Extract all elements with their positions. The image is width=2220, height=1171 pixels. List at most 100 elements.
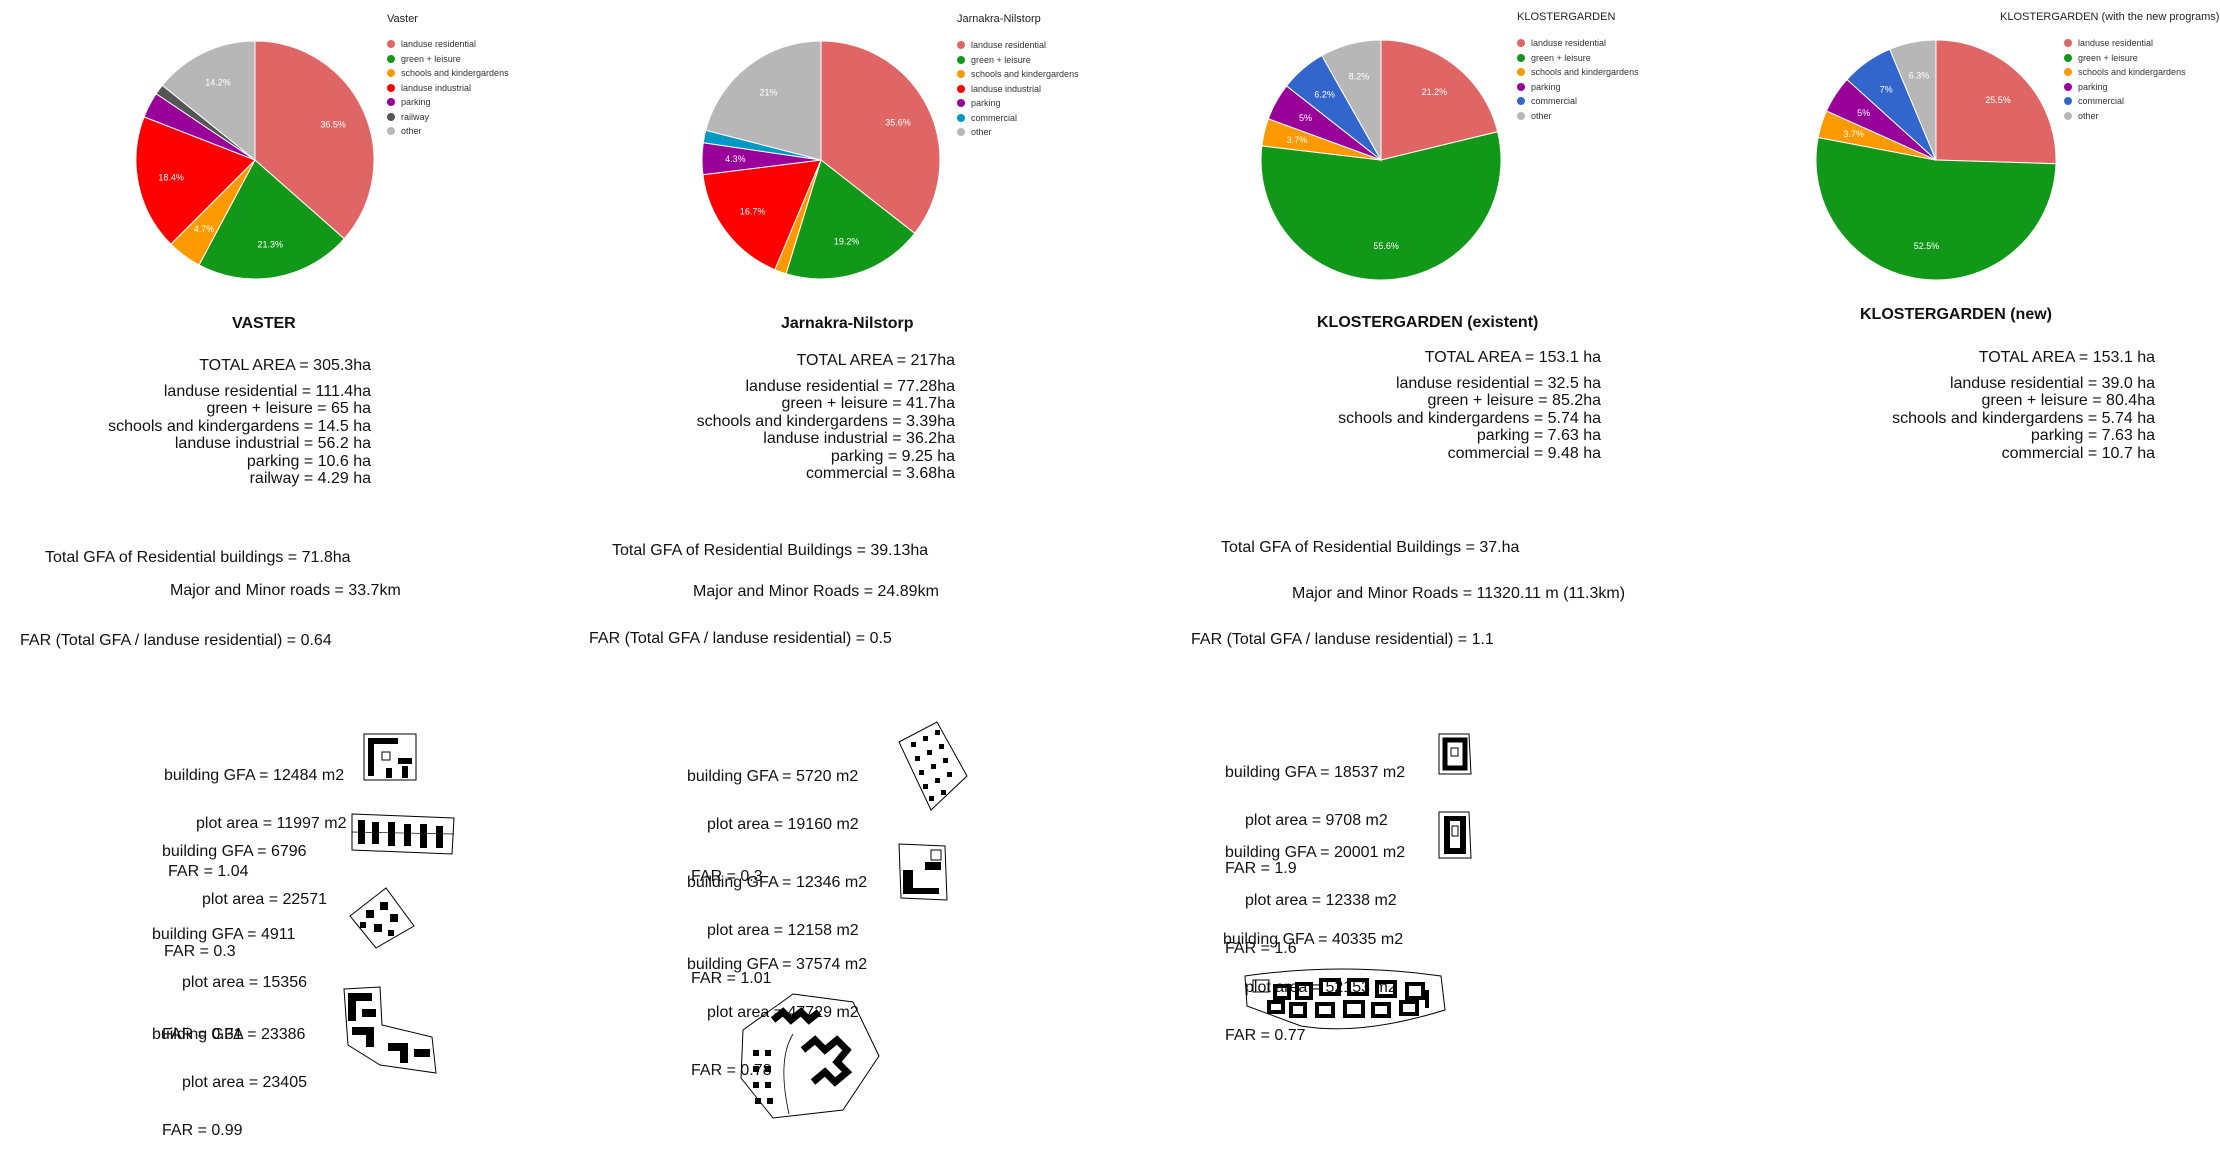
slice-label: 5% (1299, 113, 1312, 123)
slice-label: 3.7% (1287, 135, 1308, 145)
legend-label: landuse industrial (401, 83, 471, 93)
road-length: Major and Minor roads = 33.7km (170, 582, 401, 600)
panel-klostergarden-existent: 21.2% 55.6% 3.7% 5% 6.2% 8.2% KLOSTERGARDEN l… (1125, 0, 1680, 1123)
slice-label: 36.5% (320, 120, 346, 130)
legend-label: parking (1531, 82, 1561, 92)
legend-label: commercial (971, 113, 1017, 123)
legend-label: commercial (1531, 96, 1577, 106)
building-gfa: building GFA = 37574 m2 (687, 957, 867, 973)
slice-label: 7% (1880, 84, 1893, 94)
legend-item: commercial (1517, 94, 1639, 109)
legend-label: green + leisure (2078, 53, 2138, 63)
legend-label: commercial (2078, 96, 2124, 106)
stat-line: parking = 7.63 ha (1338, 427, 1601, 445)
stat-line: schools and kindergardens = 14.5 ha (108, 418, 371, 436)
legend-swatch (1517, 39, 1525, 47)
legend-label: landuse residential (401, 39, 476, 49)
slice-label: 21.2% (1422, 87, 1448, 97)
building-gfa: building GFA = 6796 (162, 844, 327, 860)
total-area: TOTAL AREA = 217ha (697, 352, 955, 370)
legend-swatch (1517, 112, 1525, 120)
legend-label: parking (2078, 82, 2108, 92)
building-gfa: building GFA = 20001 m2 (1225, 845, 1405, 861)
chart-legend: landuse residential green + leisure school… (2064, 36, 2186, 123)
chart-title: Vaster (387, 13, 418, 25)
legend-swatch (387, 84, 395, 92)
legend-item: parking (957, 96, 1079, 111)
legend-swatch (387, 113, 395, 121)
legend-swatch (957, 85, 965, 93)
legend-label: schools and kindergardens (1531, 67, 1639, 77)
building-gfa: building GFA = 18537 m2 (1225, 765, 1405, 781)
plot-area: plot area = 23405 (152, 1075, 307, 1091)
panel-heading: KLOSTERGARDEN (new) (1860, 306, 2052, 324)
stat-line: commercial = 3.68ha (697, 465, 955, 483)
plot-area: plot area = 15356 (152, 975, 307, 991)
legend-item: schools and kindergardens (957, 67, 1079, 82)
legend-swatch (387, 127, 395, 135)
building-gfa: building GFA = 4911 (152, 927, 307, 943)
legend-item: green + leisure (2064, 51, 2186, 66)
legend-item: commercial (2064, 94, 2186, 109)
legend-item: landuse residential (957, 38, 1079, 53)
stat-line: landuse residential = 77.28ha (697, 378, 955, 396)
legend-item: landuse industrial (957, 82, 1079, 97)
stat-line: railway = 4.29 ha (108, 470, 371, 488)
building-far: FAR = 0.99 (152, 1123, 307, 1139)
panel-vaster: 36.5% 21.3% 4.7% 18.4% 14.2% Vaster landuse … (0, 0, 555, 1123)
stat-line: landuse residential = 32.5 ha (1338, 375, 1601, 393)
legend-item: railway (387, 110, 509, 125)
road-length: Major and Minor Roads = 11320.11 m (11.3… (1292, 585, 1625, 603)
legend-label: parking (971, 98, 1001, 108)
legend-item: landuse industrial (387, 81, 509, 96)
legend-label: green + leisure (1531, 53, 1591, 63)
legend-swatch (2064, 112, 2072, 120)
legend-swatch (2064, 83, 2072, 91)
legend-item: green + leisure (957, 53, 1079, 68)
building-gfa: building GFA = 23386 (152, 1027, 307, 1043)
total-gfa: Total GFA of Residential Buildings = 37.… (1221, 539, 1519, 557)
legend-swatch (957, 114, 965, 122)
legend-item: green + leisure (1517, 51, 1639, 66)
legend-swatch (1517, 97, 1525, 105)
legend-swatch (2064, 39, 2072, 47)
slice-label: 52.5% (1914, 241, 1940, 251)
legend-item: other (1517, 109, 1639, 124)
slice-label: 4.3% (725, 154, 746, 164)
legend-swatch (1517, 83, 1525, 91)
stat-line: commercial = 10.7 ha (1892, 445, 2155, 463)
legend-swatch (957, 41, 965, 49)
legend-swatch (1517, 54, 1525, 62)
legend-item: landuse residential (2064, 36, 2186, 51)
stat-line: landuse industrial = 36.2ha (697, 430, 955, 448)
legend-item: landuse residential (1517, 36, 1639, 51)
total-area: TOTAL AREA = 153.1 ha (1338, 349, 1601, 367)
stat-line: schools and kindergardens = 3.39ha (697, 413, 955, 431)
legend-label: schools and kindergardens (971, 69, 1079, 79)
legend-label: other (1531, 111, 1552, 121)
stat-line: landuse industrial = 56.2 ha (108, 435, 371, 453)
stat-line: green + leisure = 85.2ha (1338, 392, 1601, 410)
legend-swatch (387, 98, 395, 106)
site-plan-drawing (346, 886, 418, 952)
legend-item: commercial (957, 111, 1079, 126)
panel-heading: KLOSTERGARDEN (existent) (1317, 314, 1538, 332)
slice-label: 21% (760, 87, 778, 97)
legend-item: other (2064, 109, 2186, 124)
site-plan-drawing (1241, 966, 1451, 1046)
stat-line: landuse residential = 111.4ha (108, 383, 371, 401)
legend-label: other (401, 126, 422, 136)
far-summary: FAR (Total GFA / landuse residential) = … (1191, 631, 1494, 649)
building-gfa: building GFA = 12346 m2 (687, 875, 867, 891)
legend-item: parking (387, 95, 509, 110)
chart-legend: landuse residential green + leisure school… (387, 37, 509, 139)
legend-swatch (2064, 97, 2072, 105)
far-summary: FAR (Total GFA / landuse residential) = … (20, 632, 332, 650)
legend-label: landuse residential (1531, 38, 1606, 48)
site-plan-drawing (1435, 730, 1475, 778)
slice-label: 18.4% (158, 173, 184, 183)
stat-line: parking = 9.25 ha (697, 448, 955, 466)
slice-label: 16.7% (740, 207, 766, 217)
legend-label: other (2078, 111, 2099, 121)
plot-area: plot area = 19160 m2 (687, 817, 859, 833)
